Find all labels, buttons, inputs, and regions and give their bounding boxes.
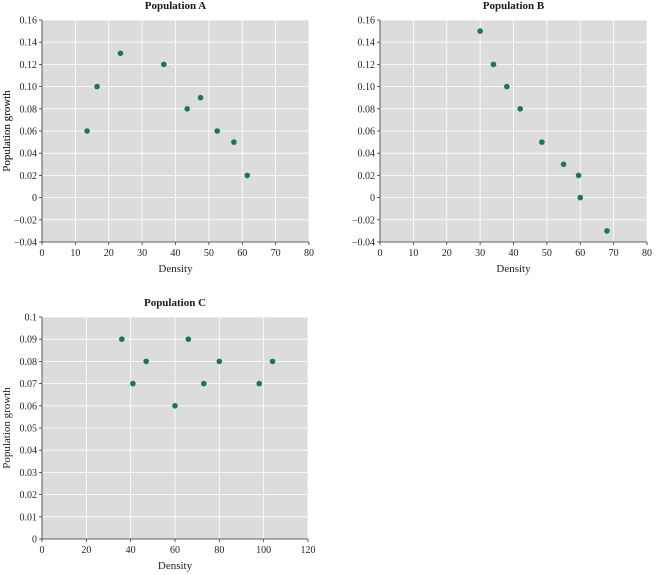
data-point bbox=[216, 358, 223, 365]
x-tick-label: 120 bbox=[301, 545, 316, 556]
chart-title: Population C bbox=[144, 297, 206, 309]
x-tick-label: 20 bbox=[81, 545, 91, 556]
y-tick-label: 0.02 bbox=[20, 171, 38, 182]
data-point bbox=[84, 128, 90, 134]
x-tick-label: 60 bbox=[237, 248, 247, 259]
y-tick-label: −0.02 bbox=[14, 215, 37, 226]
x-tick-label: 20 bbox=[442, 248, 452, 259]
y-tick-label: 0 bbox=[32, 535, 37, 546]
x-tick-label: 40 bbox=[509, 248, 519, 259]
y-tick-label: 0.04 bbox=[20, 446, 38, 457]
y-tick-label: 0.1 bbox=[25, 313, 38, 324]
y-tick-label: −0.02 bbox=[352, 215, 375, 226]
chart-title: Population A bbox=[145, 0, 206, 12]
x-tick-label: 70 bbox=[271, 248, 281, 259]
y-tick-label: 0.16 bbox=[20, 16, 38, 27]
data-point bbox=[256, 380, 263, 387]
data-point bbox=[504, 83, 510, 90]
y-tick-label: 0.07 bbox=[20, 379, 38, 390]
y-tick-label: 0.10 bbox=[358, 82, 376, 93]
x-tick-label: 30 bbox=[137, 248, 147, 259]
data-point bbox=[117, 50, 124, 57]
y-axis-label: Population growth bbox=[1, 387, 13, 469]
y-tick-label: 0.08 bbox=[20, 357, 38, 368]
data-point bbox=[161, 61, 167, 68]
y-tick-label: −0.04 bbox=[352, 238, 375, 249]
y-tick-label: 0.14 bbox=[20, 38, 38, 49]
x-tick-label: 10 bbox=[70, 248, 80, 259]
y-tick-label: 0.06 bbox=[20, 127, 38, 138]
y-tick-label: 0.03 bbox=[20, 468, 38, 479]
data-point bbox=[269, 358, 276, 365]
y-axis-label: Population growth bbox=[1, 90, 13, 172]
data-point bbox=[201, 380, 207, 387]
data-point bbox=[184, 106, 190, 112]
data-point bbox=[94, 83, 100, 90]
data-point bbox=[185, 336, 192, 343]
chart-panel-1: 0 10 20 30 40 50 60 70 80 −0.04 −0.02 0 0.02 0.04 0.06… bbox=[1, 0, 314, 275]
y-tick-label: 0.10 bbox=[20, 82, 38, 93]
data-point bbox=[197, 94, 204, 101]
data-point bbox=[172, 403, 178, 409]
x-tick-label: 80 bbox=[642, 248, 652, 259]
x-tick-label: 20 bbox=[104, 248, 114, 259]
y-tick-label: 0.12 bbox=[20, 60, 38, 71]
x-axis-label: Density bbox=[158, 263, 193, 275]
data-point bbox=[231, 139, 237, 145]
x-tick-label: 40 bbox=[126, 545, 136, 556]
x-tick-label: 10 bbox=[408, 248, 418, 259]
y-tick-label: 0 bbox=[32, 193, 37, 204]
x-tick-label: 50 bbox=[204, 248, 214, 259]
y-tick-label: 0.01 bbox=[20, 512, 38, 523]
x-axis-label: Density bbox=[496, 263, 531, 275]
y-tick-label: 0.08 bbox=[358, 104, 376, 115]
y-tick-label: 0 bbox=[370, 193, 375, 204]
x-tick-label: 0 bbox=[40, 248, 45, 259]
data-point bbox=[490, 61, 497, 68]
data-point bbox=[143, 358, 149, 365]
data-point bbox=[214, 128, 221, 134]
y-tick-label: 0.06 bbox=[358, 127, 376, 138]
data-point bbox=[130, 380, 136, 387]
data-point bbox=[575, 172, 582, 179]
y-tick-label: 0.08 bbox=[20, 104, 38, 115]
data-point bbox=[577, 194, 584, 201]
y-tick-label: 0.09 bbox=[20, 335, 38, 346]
y-tick-label: 0.16 bbox=[358, 16, 376, 27]
data-point bbox=[477, 28, 483, 34]
data-point bbox=[539, 139, 545, 145]
y-axis-label: Population growth bbox=[1, 90, 13, 172]
x-tick-label: 30 bbox=[475, 248, 485, 259]
x-tick-label: 100 bbox=[256, 545, 271, 556]
x-axis-label: Density bbox=[158, 560, 193, 572]
x-tick-label: 80 bbox=[214, 545, 224, 556]
x-tick-label: 60 bbox=[575, 248, 585, 259]
x-tick-label: 40 bbox=[171, 248, 181, 259]
data-point bbox=[560, 161, 567, 168]
x-tick-label: 0 bbox=[40, 545, 45, 556]
data-point bbox=[517, 106, 523, 112]
y-tick-label: 0.04 bbox=[358, 149, 376, 160]
chart-title: Population B bbox=[483, 0, 545, 12]
x-tick-label: 50 bbox=[542, 248, 552, 259]
x-tick-label: 0 bbox=[378, 248, 383, 259]
y-tick-label: 0.02 bbox=[20, 490, 38, 501]
y-tick-label: 0.02 bbox=[358, 171, 376, 182]
y-tick-label: 0.06 bbox=[20, 401, 38, 412]
x-tick-label: 60 bbox=[170, 545, 180, 556]
chart-panel-3: 0 20 40 60 80 100 120 0 0.01 0.02 0.03 0.04 0.05 0.06… bbox=[1, 297, 316, 572]
y-tick-label: 0.14 bbox=[358, 38, 376, 49]
y-tick-label: 0.04 bbox=[20, 149, 38, 160]
data-point bbox=[119, 336, 125, 343]
y-tick-label: 0.12 bbox=[358, 60, 376, 71]
y-tick-label: 0.05 bbox=[20, 424, 38, 435]
data-point bbox=[604, 228, 610, 234]
y-tick-label: −0.04 bbox=[14, 238, 37, 249]
chart-panel-2: 0 10 20 30 40 50 60 70 80 −0.04 −0.02 0 0.02 0.04 0.06… bbox=[1, 0, 652, 275]
x-tick-label: 80 bbox=[304, 248, 314, 259]
x-tick-label: 70 bbox=[609, 248, 619, 259]
data-point bbox=[244, 172, 251, 179]
